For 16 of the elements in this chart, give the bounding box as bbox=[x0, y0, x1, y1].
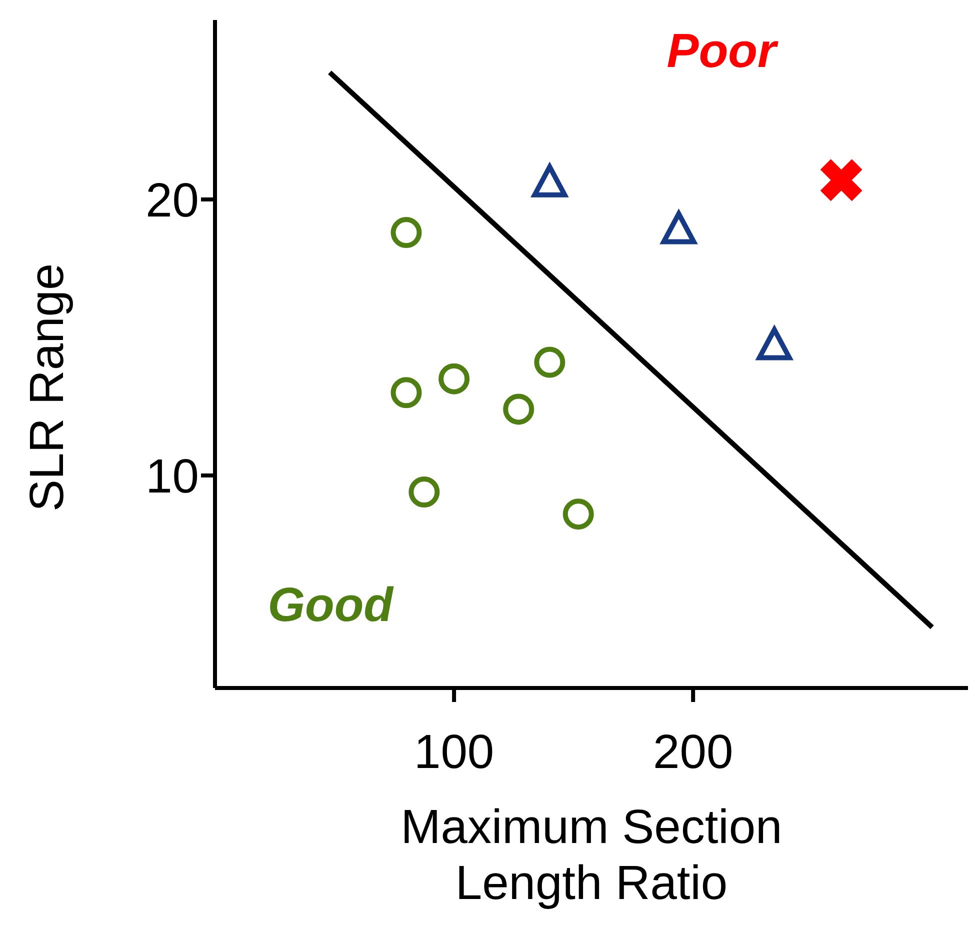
point bbox=[438, 363, 470, 394]
annotation: Good bbox=[268, 579, 395, 632]
point bbox=[562, 498, 594, 530]
x-tick-label: 100 bbox=[414, 726, 494, 780]
annotation: Poor bbox=[666, 24, 778, 78]
x-tick-label: 200 bbox=[653, 726, 734, 780]
y-axis-title: SLR Range bbox=[21, 263, 74, 512]
x-axis-title: Maximum Section Length Ratio bbox=[400, 801, 782, 910]
point bbox=[390, 377, 422, 408]
point bbox=[408, 476, 440, 508]
point bbox=[820, 159, 862, 202]
y-tick-label: 10 bbox=[146, 450, 199, 504]
y-tick-label: 20 bbox=[146, 174, 199, 228]
point bbox=[390, 217, 422, 248]
point bbox=[534, 346, 566, 378]
point bbox=[503, 394, 534, 425]
